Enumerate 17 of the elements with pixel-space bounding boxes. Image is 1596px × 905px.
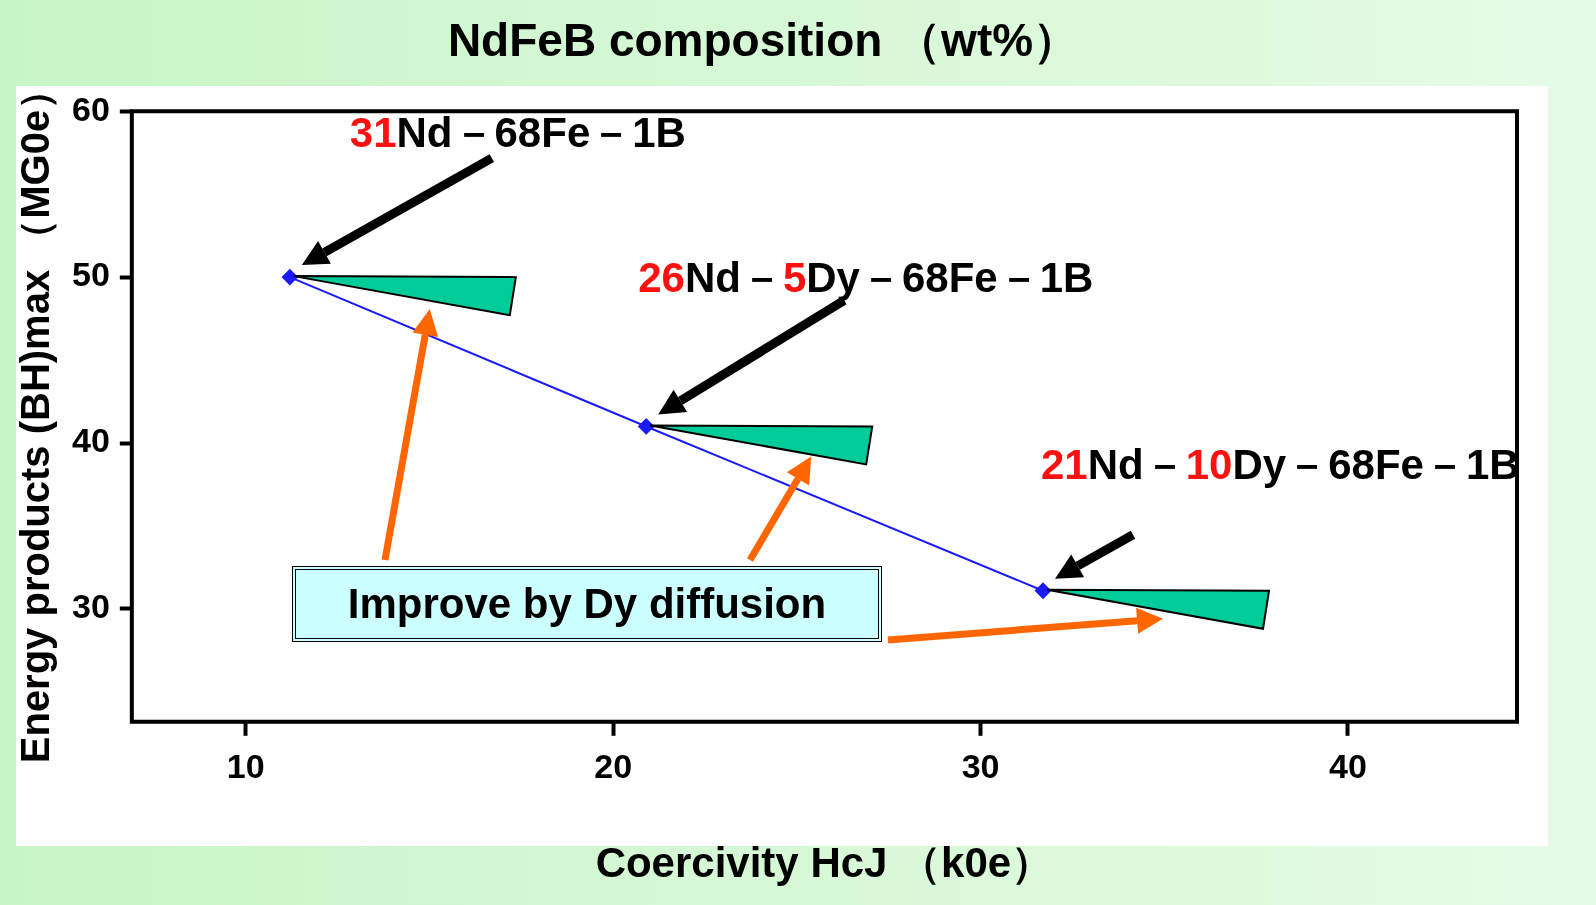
y-axis-title: Energy products (BH)max （MG0e） xyxy=(13,69,58,764)
y-tick-label: 50 xyxy=(71,255,110,294)
x-tick-label: 10 xyxy=(226,746,265,785)
point xyxy=(1035,582,1052,599)
x-tick-label: 40 xyxy=(1329,746,1367,785)
annotation: Improve by Dy diffusion xyxy=(292,566,882,642)
point xyxy=(281,269,298,286)
x-tick-label: 30 xyxy=(961,746,1000,785)
point xyxy=(638,418,655,435)
annotation: 26Nd－5Dy－68Fe－1B xyxy=(638,254,1094,302)
x-axis-title: Coercivity HcJ （k0e） xyxy=(595,839,1054,887)
y-tick-label: 30 xyxy=(71,587,110,626)
y-tick-label: 40 xyxy=(71,421,110,460)
y-tick-label: 60 xyxy=(71,89,110,128)
annotation: 31Nd－68Fe－1B xyxy=(349,109,686,157)
chart-title: NdFeB composition （wt%） xyxy=(447,14,1080,67)
x-tick-label: 20 xyxy=(594,746,633,785)
